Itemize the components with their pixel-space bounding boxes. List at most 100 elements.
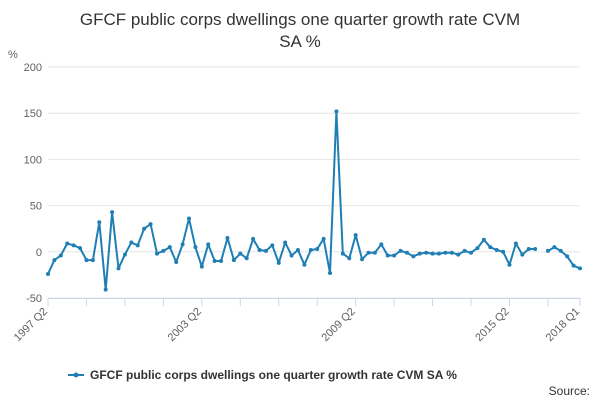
data-point[interactable] [97, 220, 102, 225]
chart-title-line-2: SA % [279, 32, 321, 51]
data-point[interactable] [148, 222, 153, 227]
series-line-segment [47, 110, 536, 291]
data-point[interactable] [526, 247, 531, 252]
data-point[interactable] [199, 264, 204, 269]
data-point[interactable] [78, 246, 83, 251]
data-point[interactable] [545, 248, 550, 253]
data-point[interactable] [558, 248, 563, 253]
data-point[interactable] [206, 242, 211, 247]
legend-label: GFCF public corps dwellings one quarter … [90, 368, 457, 382]
data-point[interactable] [58, 253, 63, 258]
data-point[interactable] [533, 247, 538, 252]
data-point[interactable] [372, 250, 377, 255]
data-point[interactable] [187, 216, 192, 221]
data-point[interactable] [52, 258, 57, 263]
data-point[interactable] [334, 109, 339, 114]
data-point[interactable] [513, 241, 518, 246]
data-point[interactable] [347, 256, 352, 261]
y-tick-label: 150 [24, 108, 42, 120]
data-point[interactable] [65, 241, 70, 246]
data-point[interactable] [488, 245, 493, 250]
data-point[interactable] [494, 247, 499, 252]
data-point[interactable] [295, 247, 300, 252]
y-tick-label: 0 [36, 247, 42, 259]
data-point[interactable] [385, 253, 390, 258]
data-point[interactable] [321, 236, 326, 241]
data-point[interactable] [238, 251, 243, 256]
data-point[interactable] [366, 250, 371, 255]
legend-marker-icon [73, 372, 79, 378]
data-point[interactable] [289, 253, 294, 258]
data-point[interactable] [507, 262, 512, 267]
data-point[interactable] [308, 247, 313, 252]
data-point[interactable] [424, 250, 429, 255]
data-point[interactable] [404, 250, 409, 255]
data-point[interactable] [443, 250, 448, 255]
data-point[interactable] [411, 254, 416, 259]
x-axis-ticks: 1997 Q2 2003 Q2 2009 Q2 2015 Q2 2018 Q1 [12, 298, 582, 344]
data-point[interactable] [417, 251, 422, 256]
chart-title-line-1: GFCF public corps dwellings one quarter … [80, 10, 520, 29]
data-point[interactable] [571, 263, 576, 268]
data-point[interactable] [116, 266, 121, 271]
data-point[interactable] [71, 243, 76, 248]
data-point[interactable] [129, 240, 134, 245]
data-point[interactable] [219, 259, 224, 264]
data-point[interactable] [193, 245, 198, 250]
data-point[interactable] [231, 258, 236, 263]
data-point[interactable] [46, 271, 50, 276]
data-point[interactable] [436, 251, 441, 256]
x-tick-label: 2018 Q1 [544, 306, 582, 344]
y-tick-label: -50 [26, 293, 42, 305]
data-point[interactable] [84, 258, 89, 263]
data-point[interactable] [174, 259, 179, 264]
data-point[interactable] [552, 245, 557, 250]
y-tick-label: 50 [30, 201, 42, 213]
data-point[interactable] [398, 248, 403, 253]
legend[interactable]: GFCF public corps dwellings one quarter … [68, 368, 457, 382]
source-label: Source: [549, 384, 590, 398]
data-point[interactable] [392, 253, 397, 258]
data-point[interactable] [90, 258, 95, 263]
data-point[interactable] [180, 242, 185, 247]
data-point[interactable] [501, 249, 506, 254]
data-point[interactable] [225, 235, 230, 240]
data-point[interactable] [469, 250, 474, 255]
data-point[interactable] [315, 247, 320, 252]
data-point[interactable] [430, 251, 435, 256]
x-tick-label: 2003 Q2 [166, 306, 204, 344]
data-point[interactable] [481, 237, 486, 242]
data-point[interactable] [565, 254, 570, 259]
data-point[interactable] [353, 233, 358, 238]
data-point[interactable] [340, 251, 345, 256]
data-point[interactable] [462, 248, 467, 253]
data-point[interactable] [475, 246, 480, 251]
data-point[interactable] [142, 226, 147, 231]
data-point[interactable] [578, 266, 582, 271]
data-point[interactable] [520, 252, 525, 257]
data-point[interactable] [276, 260, 281, 265]
data-point[interactable] [302, 262, 307, 267]
data-point[interactable] [135, 243, 140, 248]
data-point[interactable] [283, 240, 288, 245]
data-point[interactable] [110, 210, 115, 215]
data-point[interactable] [257, 247, 262, 252]
data-point[interactable] [122, 252, 127, 257]
data-point[interactable] [103, 287, 108, 292]
data-point[interactable] [154, 251, 159, 256]
y-tick-label: 200 [24, 62, 42, 74]
data-point[interactable] [212, 259, 217, 264]
data-point[interactable] [328, 271, 333, 276]
data-point[interactable] [449, 250, 454, 255]
data-point[interactable] [167, 245, 172, 250]
data-point[interactable] [244, 256, 249, 261]
data-point[interactable] [251, 236, 256, 241]
data-point[interactable] [360, 257, 365, 262]
data-point[interactable] [263, 248, 268, 253]
data-point[interactable] [379, 242, 384, 247]
data-point[interactable] [270, 243, 275, 248]
data-point[interactable] [161, 248, 166, 253]
data-point[interactable] [456, 252, 461, 257]
x-tick-label: 2009 Q2 [319, 306, 357, 344]
